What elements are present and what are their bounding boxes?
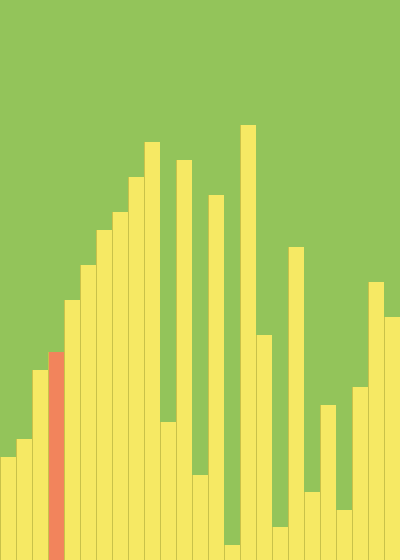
- bar: [96, 230, 112, 560]
- bar: [352, 387, 368, 560]
- bar: [368, 282, 384, 560]
- bar: [80, 265, 96, 560]
- bar: [224, 545, 240, 560]
- bar: [384, 317, 400, 560]
- bar: [336, 510, 352, 560]
- bar: [192, 475, 208, 560]
- bar: [0, 457, 16, 560]
- bar: [176, 160, 192, 560]
- bar: [32, 370, 48, 560]
- bar: [256, 335, 272, 560]
- bar: [272, 527, 288, 560]
- bar: [160, 422, 176, 560]
- bar: [112, 212, 128, 560]
- bar: [208, 195, 224, 560]
- bar: [288, 247, 304, 560]
- bar: [240, 125, 256, 560]
- bar-highlighted: [48, 352, 64, 560]
- bar: [128, 177, 144, 560]
- bar: [64, 300, 80, 560]
- bar: [16, 439, 32, 560]
- bar: [304, 492, 320, 560]
- bar: [320, 405, 336, 560]
- bar: [144, 142, 160, 560]
